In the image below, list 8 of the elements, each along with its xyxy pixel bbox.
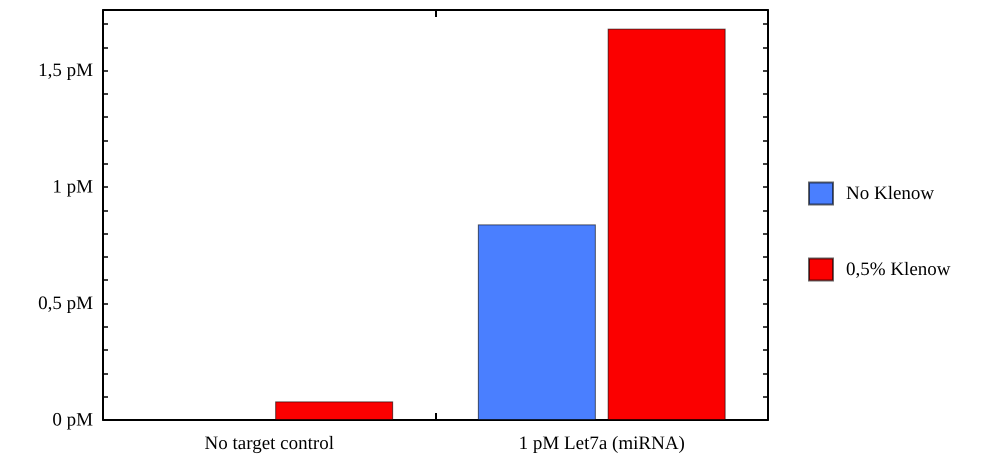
legend-label: 0,5% Klenow bbox=[846, 259, 951, 280]
x-tick-label: 1 pM Let7a (miRNA) bbox=[518, 433, 685, 454]
legend-label: No Klenow bbox=[846, 183, 934, 204]
y-tick-label: 0,5 pM bbox=[38, 293, 94, 314]
y-tick-label: 1 pM bbox=[52, 176, 94, 198]
x-tick-label: No target control bbox=[204, 433, 334, 454]
y-tick-label: 1,5 pM bbox=[38, 60, 94, 82]
y-tick-label: 0 pM bbox=[52, 410, 94, 430]
